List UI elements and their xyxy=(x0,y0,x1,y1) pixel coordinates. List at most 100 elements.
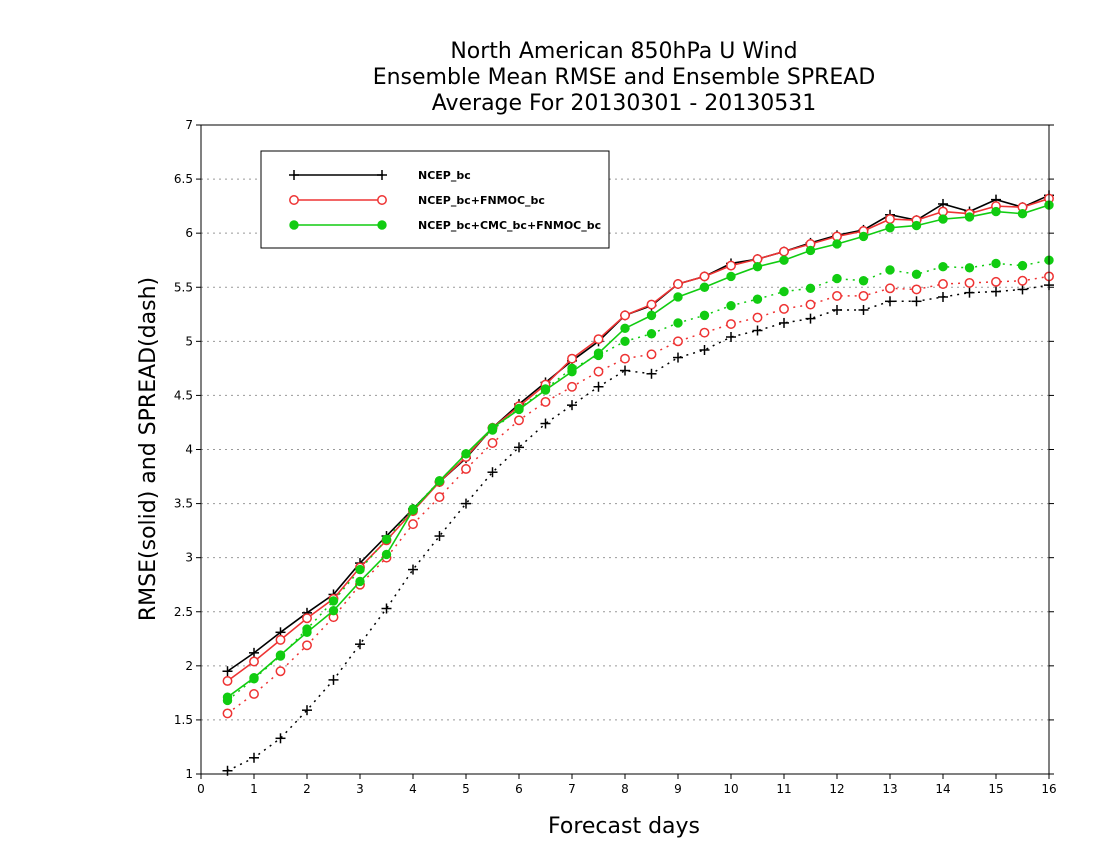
data-point xyxy=(991,276,1001,287)
data-point xyxy=(699,310,710,321)
x-tick-label: 4 xyxy=(409,782,417,796)
data-point xyxy=(434,492,445,503)
data-point xyxy=(434,531,445,542)
data-point xyxy=(779,286,789,297)
y-tick-label: 4.5 xyxy=(174,388,193,402)
data-point xyxy=(381,534,392,544)
data-point xyxy=(646,349,657,360)
data-point xyxy=(832,304,842,315)
data-point xyxy=(1017,260,1028,271)
data-point xyxy=(620,353,630,364)
data-point xyxy=(779,246,789,257)
data-point xyxy=(964,263,975,273)
data-point xyxy=(1017,284,1028,295)
series-0 xyxy=(222,190,1054,776)
data-point xyxy=(646,310,657,321)
spread-line xyxy=(227,275,1050,715)
y-tick-label: 5.5 xyxy=(174,280,193,294)
data-point xyxy=(377,170,387,180)
data-point xyxy=(461,449,471,459)
data-point xyxy=(408,564,418,575)
title-line-1: North American 850hPa U Wind xyxy=(450,39,797,64)
x-tick-label: 9 xyxy=(674,782,682,796)
data-point xyxy=(381,603,392,614)
data-point xyxy=(222,666,233,677)
data-point xyxy=(673,318,683,328)
data-point xyxy=(328,596,339,606)
x-tick-label: 6 xyxy=(515,782,523,796)
legend-label: NCEP_bc xyxy=(418,169,471,182)
title-line-2: Ensemble Mean RMSE and Ensemble SPREAD xyxy=(373,65,876,90)
data-point xyxy=(289,195,299,205)
data-point xyxy=(355,639,365,650)
legend-label: NCEP_bc+FNMOC_bc xyxy=(418,194,545,207)
title-line-3: Average For 20130301 - 20130531 xyxy=(432,91,817,116)
data-point xyxy=(805,299,816,310)
data-point xyxy=(514,404,524,415)
y-tick-label: 5 xyxy=(185,334,193,348)
data-point xyxy=(911,284,922,295)
data-point xyxy=(408,505,418,515)
x-axis-title: Forecast days xyxy=(548,814,700,839)
data-point xyxy=(779,317,789,328)
data-point xyxy=(408,519,418,530)
data-point xyxy=(540,385,551,395)
data-point xyxy=(275,733,286,744)
y-tick-label: 1.5 xyxy=(174,713,193,727)
data-point xyxy=(832,290,842,301)
data-point xyxy=(991,286,1001,297)
data-point xyxy=(487,467,498,478)
data-point xyxy=(858,276,869,286)
rmse-line xyxy=(227,194,1050,672)
data-point xyxy=(540,396,551,407)
data-point xyxy=(858,290,869,301)
data-point xyxy=(885,223,895,233)
series-2 xyxy=(222,200,1054,706)
data-point xyxy=(567,381,577,392)
x-tick-label: 15 xyxy=(988,782,1003,796)
data-point xyxy=(593,348,604,358)
data-point xyxy=(461,498,471,509)
data-point xyxy=(1017,208,1028,219)
data-point xyxy=(514,415,524,426)
data-point xyxy=(938,261,948,272)
x-tick-label: 3 xyxy=(356,782,364,796)
data-point xyxy=(222,692,233,702)
x-tick-label: 14 xyxy=(935,782,950,796)
data-point xyxy=(355,564,365,575)
data-point xyxy=(832,239,842,249)
data-point xyxy=(302,705,312,716)
y-tick-label: 3 xyxy=(185,551,193,565)
y-tick-label: 2.5 xyxy=(174,605,193,619)
y-axis-title: RMSE(solid) and SPREAD(dash) xyxy=(136,277,161,621)
data-point xyxy=(646,368,657,379)
data-point xyxy=(911,220,922,231)
data-point xyxy=(752,261,763,272)
x-tick-label: 12 xyxy=(829,782,844,796)
y-tick-label: 1 xyxy=(185,767,193,781)
data-point xyxy=(938,214,948,224)
data-point xyxy=(328,605,339,616)
y-tick-label: 6 xyxy=(185,226,193,240)
data-point xyxy=(805,245,816,256)
data-point xyxy=(275,634,286,645)
data-point xyxy=(673,352,683,363)
data-point xyxy=(249,752,259,763)
data-point xyxy=(222,676,233,686)
data-point xyxy=(858,304,869,315)
data-point xyxy=(646,329,657,339)
y-tick-label: 4 xyxy=(185,443,193,457)
data-point xyxy=(620,323,630,334)
data-point xyxy=(752,325,763,336)
data-point xyxy=(699,282,710,292)
data-point xyxy=(302,613,312,624)
data-point xyxy=(540,418,551,429)
data-point xyxy=(699,327,710,338)
data-point xyxy=(805,283,816,294)
data-point xyxy=(858,231,869,242)
data-series xyxy=(222,190,1054,776)
data-point xyxy=(620,365,630,376)
data-point xyxy=(911,296,922,307)
data-point xyxy=(964,277,975,288)
data-point xyxy=(779,255,789,265)
